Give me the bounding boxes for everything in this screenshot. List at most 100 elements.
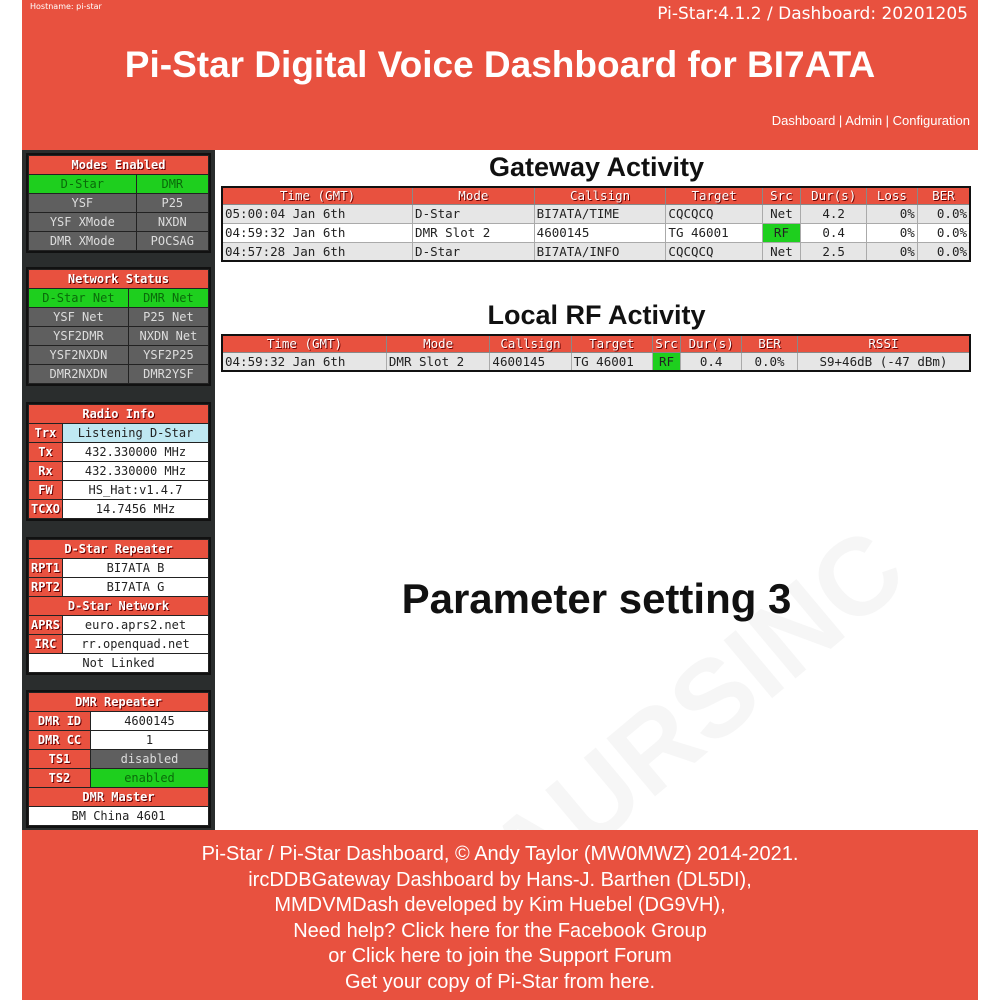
- info-row: FW HS_Hat:v1.4.7: [28, 480, 209, 500]
- info-row: Tx 432.330000 MHz: [28, 442, 209, 462]
- caption: Parameter setting 3: [401, 575, 792, 622]
- info-row: DMR ID 4600145: [28, 711, 209, 731]
- nav-admin-link[interactable]: Admin: [845, 113, 883, 128]
- radio-info-panel: Radio Info Trx Listening D-Star Tx 432.33000…: [26, 402, 211, 521]
- info-value: 14.7456 MHz: [62, 499, 209, 519]
- gateway-activity-table: Time (GMT) Mode Callsign Target Src Dur(s) Los…: [221, 186, 971, 262]
- info-row: TS2 enabled: [28, 768, 209, 788]
- dmr-repeater-panel: DMR Repeater DMR ID 4600145 DMR CC 1 TS1 disab…: [26, 690, 211, 828]
- table-cell: 0.4: [680, 351, 743, 372]
- table-cell: S9+46dB (-47 dBm): [796, 351, 971, 372]
- info-value: rr.openquad.net: [62, 634, 209, 654]
- info-value: 432.330000 MHz: [62, 461, 209, 481]
- column-header: Target: [665, 186, 763, 205]
- column-header: Time (GMT): [221, 334, 387, 353]
- version-info: Pi-Star:4.1.2 / Dashboard: 20201205: [657, 4, 968, 24]
- info-label: TS2: [28, 768, 91, 788]
- table-row: 04:59:32 Jan 6th DMR Slot 2 4600145 TG 4600…: [221, 351, 971, 372]
- table-cell: DMR Slot 2: [412, 222, 535, 243]
- status-ysf-net: YSF Net: [28, 307, 129, 327]
- table-cell: TG 46001: [570, 351, 653, 372]
- table-cell: CQCQCQ: [665, 203, 763, 224]
- info-value: Listening D-Star: [62, 423, 209, 443]
- table-cell: 4600145: [489, 351, 572, 372]
- table-cell: 4600145: [533, 222, 667, 243]
- table-cell: 0%: [866, 203, 918, 224]
- status-dmr2nxdn: DMR2NXDN: [28, 364, 129, 384]
- status-nxdn-net: NXDN Net: [127, 326, 210, 346]
- status-nxdn: NXDN: [135, 212, 210, 232]
- table-cell: D-Star: [412, 203, 535, 224]
- column-header: Time (GMT): [221, 186, 414, 205]
- radio-info-title: Radio Info: [28, 404, 209, 424]
- local-rf-activity-table: Time (GMT) Mode Callsign Target Src Dur(s) BER…: [221, 334, 971, 372]
- column-header: Dur(s): [800, 186, 868, 205]
- info-label: Trx: [28, 423, 63, 443]
- info-row: APRS euro.aprs2.net: [28, 615, 209, 635]
- status-row: YSF2NXDN YSF2P25: [28, 345, 210, 365]
- info-value: HS_Hat:v1.4.7: [62, 480, 209, 500]
- dstar-network-title: D-Star Network: [28, 596, 209, 616]
- table-cell: RF: [761, 222, 802, 243]
- footer-facebook-link[interactable]: Need help? Click here for the Facebook G…: [293, 919, 707, 942]
- info-label: Rx: [28, 461, 63, 481]
- info-value: disabled: [90, 749, 209, 769]
- status-pocsag: POCSAG: [135, 231, 210, 251]
- info-value: euro.aprs2.net: [62, 615, 209, 635]
- nav-configuration-link[interactable]: Configuration: [892, 113, 970, 128]
- info-label: IRC: [28, 634, 63, 654]
- status-row: YSF P25: [28, 193, 210, 213]
- table-cell: 05:00:04 Jan 6th: [221, 203, 414, 224]
- status-row: D-Star DMR: [28, 174, 210, 194]
- table-cell: 0%: [866, 222, 918, 243]
- column-header: Dur(s): [680, 334, 743, 353]
- status-ysf2dmr: YSF2DMR: [28, 326, 129, 346]
- status-dmr-net: DMR Net: [127, 288, 210, 308]
- network-title: Network Status: [28, 269, 209, 289]
- status-d-star-net: D-Star Net: [28, 288, 129, 308]
- info-label: TCXO: [28, 499, 63, 519]
- info-value: BI7ATA G: [62, 577, 209, 597]
- info-label: TS1: [28, 749, 91, 769]
- status-row: D-Star Net DMR Net: [28, 288, 210, 308]
- sidebar: Modes Enabled D-Star DMR YSF P25 YSF XMode NXD…: [22, 150, 215, 830]
- info-value: 1: [90, 730, 209, 750]
- column-header: BER: [916, 186, 971, 205]
- modes-title: Modes Enabled: [28, 155, 209, 175]
- status-row: DMR2NXDN DMR2YSF: [28, 364, 210, 384]
- column-header: Mode: [412, 186, 535, 205]
- table-cell: 0.0%: [916, 203, 971, 224]
- modes-enabled-panel: Modes Enabled D-Star DMR YSF P25 YSF XMode NXD…: [26, 153, 211, 253]
- info-label: Tx: [28, 442, 63, 462]
- footer-forum-link[interactable]: or Click here to join the Support Forum: [328, 945, 672, 967]
- status-p25-net: P25 Net: [127, 307, 210, 327]
- table-row: 04:57:28 Jan 6th D-Star BI7ATA/INFO CQCQCQ N…: [221, 241, 971, 262]
- table-cell: Net: [761, 241, 802, 262]
- footer-download-link[interactable]: Get your copy of Pi-Star from here.: [344, 970, 656, 993]
- table-cell: RF: [651, 351, 682, 372]
- table-cell: BI7ATA/TIME: [533, 203, 667, 224]
- info-label: APRS: [28, 615, 63, 635]
- info-value: enabled: [90, 768, 209, 788]
- nav-dashboard-link[interactable]: Dashboard: [771, 113, 836, 128]
- hostname: Hostname: pi-star: [30, 2, 102, 11]
- column-header: Mode: [385, 334, 491, 353]
- info-value: 432.330000 MHz: [62, 442, 209, 462]
- status-row: DMR XMode POCSAG: [28, 231, 210, 251]
- status-ysf2nxdn: YSF2NXDN: [28, 345, 129, 365]
- column-header: Loss: [866, 186, 918, 205]
- network-status-panel: Network Status D-Star Net DMR Net YSF Net P2…: [26, 267, 211, 386]
- status-ysf-xmode: YSF XMode: [28, 212, 137, 232]
- dmr-master-title: DMR Master: [28, 787, 209, 807]
- status-dmr-xmode: DMR XMode: [28, 231, 137, 251]
- table-cell: 04:57:28 Jan 6th: [221, 241, 414, 262]
- info-row: TCXO 14.7456 MHz: [28, 499, 209, 519]
- table-cell: 0.0%: [741, 351, 798, 372]
- column-header: BER: [741, 334, 798, 353]
- column-header: Src: [651, 334, 682, 353]
- column-header: Callsign: [489, 334, 572, 353]
- info-row: RPT1 BI7ATA B: [28, 558, 209, 578]
- main-content: AURSINC Gateway Activity Time (GMT)ModeC…: [215, 150, 978, 830]
- table-cell: BI7ATA/INFO: [533, 241, 667, 262]
- local-rf-activity-title: Local RF Activity: [487, 300, 706, 330]
